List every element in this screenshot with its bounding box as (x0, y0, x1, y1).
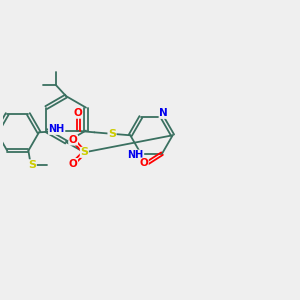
Text: O: O (74, 108, 82, 118)
Text: O: O (69, 135, 77, 145)
Text: S: S (80, 147, 88, 158)
Text: O: O (69, 158, 77, 169)
Text: S: S (108, 129, 116, 139)
Text: NH: NH (128, 150, 144, 160)
Text: O: O (140, 158, 148, 168)
Text: NH: NH (49, 124, 65, 134)
Text: S: S (28, 160, 36, 170)
Text: N: N (159, 108, 168, 118)
